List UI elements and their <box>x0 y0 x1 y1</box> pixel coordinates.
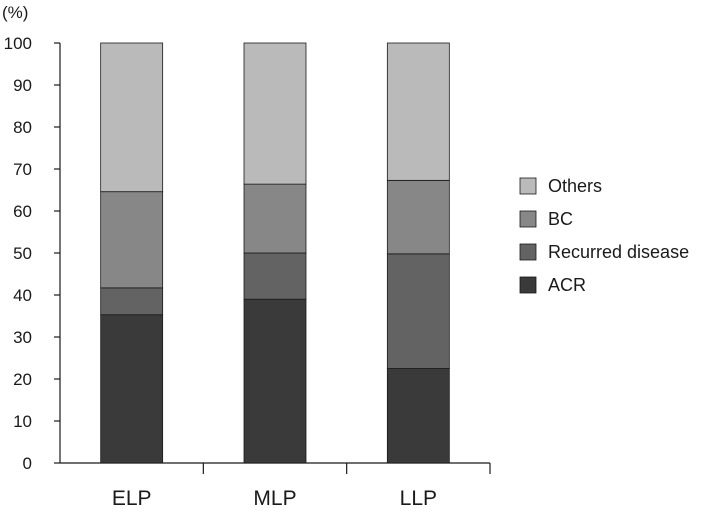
x-category-label: MLP <box>253 487 296 508</box>
bar-segment-bc <box>243 183 307 254</box>
y-tick-label: 20 <box>13 370 32 389</box>
legend-label-recurred-disease: Recurred disease <box>548 242 689 262</box>
y-tick-label: 90 <box>13 76 32 95</box>
y-axis-unit-label: (%) <box>2 3 28 22</box>
y-tick-label: 100 <box>4 34 32 53</box>
bar-stacks <box>100 42 450 464</box>
legend-swatch-others <box>519 177 537 195</box>
legend-swatch-acr <box>519 276 537 294</box>
legend-swatch-recurred-disease <box>519 243 537 261</box>
y-tick-label: 30 <box>13 328 32 347</box>
x-category-label: ELP <box>112 487 152 508</box>
bar-segment-others <box>100 42 164 193</box>
y-tick-label: 50 <box>13 244 32 263</box>
legend-label-others: Others <box>548 176 602 196</box>
bar-segment-others <box>386 42 450 181</box>
bar-segment-bc <box>100 191 164 289</box>
bar-stack-llp <box>386 42 450 464</box>
legend: Others BC Recurred disease ACR <box>519 176 689 295</box>
x-axis-ticks: ELP MLP LLP <box>112 463 491 508</box>
y-tick-label: 60 <box>13 202 32 221</box>
bar-segment-recurred-disease <box>386 253 450 369</box>
y-axis-ticks: 0 10 20 30 40 50 60 70 80 90 100 <box>4 34 60 473</box>
bar-segment-acr <box>243 298 307 464</box>
bar-segment-bc <box>386 179 450 255</box>
bar-segment-recurred-disease <box>243 252 307 300</box>
y-tick-label: 80 <box>13 118 32 137</box>
plot-area: 0 10 20 30 40 50 60 70 80 90 100 ELP MLP LLP <box>4 34 491 508</box>
legend-swatch-bc <box>519 210 537 228</box>
bar-segment-acr <box>386 368 450 464</box>
y-tick-label: 40 <box>13 286 32 305</box>
bar-stack-elp <box>100 42 164 464</box>
y-tick-label: 10 <box>13 412 32 431</box>
bar-segment-others <box>243 42 307 185</box>
y-tick-label: 70 <box>13 160 32 179</box>
bar-segment-recurred-disease <box>100 287 164 316</box>
bar-stack-mlp <box>243 42 307 464</box>
x-category-label: LLP <box>400 487 437 508</box>
legend-label-acr: ACR <box>548 275 586 295</box>
bar-segment-acr <box>100 314 164 464</box>
legend-label-bc: BC <box>548 209 573 229</box>
y-tick-label: 0 <box>23 454 32 473</box>
